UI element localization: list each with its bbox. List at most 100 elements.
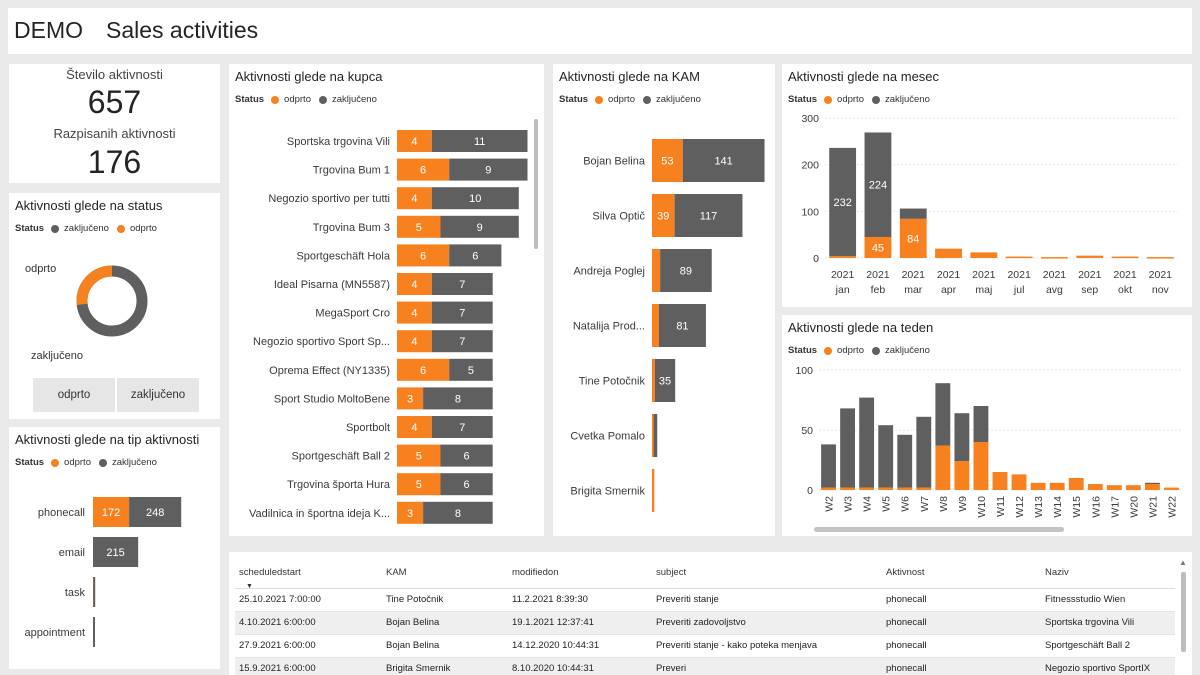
- week-bar-open[interactable]: [878, 487, 894, 490]
- kam-bar-open[interactable]: [652, 469, 655, 512]
- kam-bar-open[interactable]: [652, 359, 655, 402]
- kam-bar-open[interactable]: [652, 194, 675, 237]
- customer-bar-open[interactable]: [397, 158, 450, 181]
- week-scrollbar-h[interactable]: [814, 527, 1064, 532]
- col-kam[interactable]: KAM: [382, 558, 508, 589]
- week-bar-closed[interactable]: [954, 413, 970, 462]
- month-bar-open[interactable]: [1076, 255, 1104, 258]
- month-bar-closed[interactable]: [899, 208, 927, 219]
- customer-bar-open[interactable]: [397, 473, 441, 496]
- customer-bar-open[interactable]: [397, 330, 432, 353]
- type-bar-open[interactable]: [93, 497, 130, 527]
- customer-scrollbar[interactable]: [534, 119, 538, 249]
- month-bar-open[interactable]: [970, 252, 998, 258]
- type-bar-closed[interactable]: [129, 497, 182, 527]
- week-bar-open[interactable]: [1144, 484, 1160, 490]
- week-bar-open[interactable]: [1125, 485, 1141, 490]
- month-bar-open[interactable]: [864, 237, 892, 258]
- month-bar-open[interactable]: [829, 256, 857, 258]
- table-row[interactable]: 27.9.2021 6:00:00 Bojan Belina 14.12.202…: [235, 634, 1175, 658]
- customer-bar-open[interactable]: [397, 301, 432, 324]
- month-bar-open[interactable]: [1005, 256, 1033, 259]
- week-bar-closed[interactable]: [897, 434, 913, 488]
- slicer-closed-button[interactable]: zaključeno: [117, 378, 199, 412]
- kam-bar-closed[interactable]: [674, 194, 743, 237]
- col-scheduledstart[interactable]: scheduledstart ▼: [235, 558, 382, 590]
- kam-bar-closed[interactable]: [682, 139, 765, 182]
- week-bar-open[interactable]: [840, 487, 856, 490]
- kam-bar-open[interactable]: [652, 139, 683, 182]
- kam-bar-open[interactable]: [652, 414, 654, 457]
- customer-bar-closed[interactable]: [431, 301, 493, 324]
- customer-bar-closed[interactable]: [431, 273, 493, 295]
- customer-bar-open[interactable]: [397, 187, 432, 210]
- type-bar-closed[interactable]: [93, 577, 96, 607]
- customer-bar-closed[interactable]: [440, 215, 519, 238]
- customer-bar-closed[interactable]: [423, 501, 493, 524]
- customer-bar-closed[interactable]: [440, 473, 493, 496]
- month-bar-open[interactable]: [1041, 257, 1068, 259]
- type-bar-closed[interactable]: [93, 537, 139, 567]
- week-bar-open[interactable]: [859, 487, 875, 490]
- week-bar-open[interactable]: [1087, 484, 1103, 490]
- week-bar-closed[interactable]: [821, 444, 836, 488]
- week-bar-open[interactable]: [821, 487, 836, 490]
- customer-bar-closed[interactable]: [431, 330, 493, 353]
- month-bar-closed[interactable]: [864, 132, 892, 237]
- week-bar-closed[interactable]: [859, 397, 875, 488]
- kam-bar-open[interactable]: [652, 304, 659, 347]
- kam-bar-closed[interactable]: [654, 359, 676, 402]
- type-bar-closed[interactable]: [93, 617, 95, 647]
- month-bar-open[interactable]: [1146, 257, 1174, 259]
- kam-bar-open[interactable]: [652, 249, 661, 292]
- customer-bar-closed[interactable]: [431, 416, 493, 438]
- customer-bar-closed[interactable]: [440, 444, 493, 467]
- week-bar-open[interactable]: [954, 461, 970, 490]
- customer-bar-closed[interactable]: [431, 187, 519, 210]
- week-bar-open[interactable]: [935, 445, 951, 490]
- week-bar-open[interactable]: [1049, 482, 1065, 490]
- col-aktivnost[interactable]: Aktivnost: [882, 558, 1041, 589]
- customer-bar-open[interactable]: [397, 416, 432, 438]
- week-bar-open[interactable]: [897, 487, 913, 490]
- col-subject[interactable]: subject: [652, 558, 882, 589]
- kam-bar-closed[interactable]: [660, 249, 712, 292]
- table-row[interactable]: 4.10.2021 6:00:00 Bojan Belina 19.1.2021…: [235, 611, 1175, 635]
- customer-bar-closed[interactable]: [423, 387, 493, 410]
- week-bar-closed[interactable]: [1144, 482, 1160, 484]
- status-donut-chart[interactable]: [9, 238, 220, 378]
- col-modifiedon[interactable]: modifiedon: [508, 558, 652, 589]
- week-bar-open[interactable]: [973, 442, 989, 490]
- week-bar-closed[interactable]: [840, 408, 856, 488]
- slicer-open-button[interactable]: odprto: [33, 378, 115, 412]
- month-bar-open[interactable]: [899, 218, 927, 258]
- month-bar-open[interactable]: [935, 248, 962, 258]
- month-bar-closed[interactable]: [829, 147, 857, 257]
- table-scrollbar[interactable]: [1181, 572, 1186, 652]
- customer-bar-open[interactable]: [397, 215, 441, 238]
- customer-bar-closed[interactable]: [431, 130, 528, 152]
- week-bar-open[interactable]: [992, 472, 1008, 490]
- week-bar-closed[interactable]: [973, 406, 989, 442]
- week-bar-closed[interactable]: [878, 425, 894, 488]
- table-row[interactable]: 15.9.2021 6:00:00 Brigita Smernik 8.10.2…: [235, 657, 1175, 675]
- customer-bar-closed[interactable]: [449, 244, 502, 267]
- donut-open-slice[interactable]: [76, 265, 113, 305]
- kam-bar-closed[interactable]: [658, 304, 706, 347]
- week-bar-open[interactable]: [1011, 474, 1027, 490]
- week-bar-open[interactable]: [916, 487, 932, 490]
- kam-bar-closed[interactable]: [653, 414, 658, 457]
- month-bar-open[interactable]: [1111, 256, 1139, 259]
- week-bar-open[interactable]: [1164, 487, 1179, 490]
- customer-bar-closed[interactable]: [449, 158, 528, 181]
- customer-bar-open[interactable]: [397, 244, 450, 267]
- customer-bar-open[interactable]: [397, 273, 432, 295]
- week-bar-open[interactable]: [1106, 485, 1122, 490]
- customer-bar-open[interactable]: [397, 130, 432, 152]
- customer-bar-open[interactable]: [397, 358, 450, 381]
- customer-bar-open[interactable]: [397, 387, 424, 410]
- customer-bar-closed[interactable]: [449, 358, 493, 381]
- customer-bar-open[interactable]: [397, 444, 441, 467]
- week-bar-open[interactable]: [1030, 482, 1046, 490]
- customer-bar-open[interactable]: [397, 501, 424, 524]
